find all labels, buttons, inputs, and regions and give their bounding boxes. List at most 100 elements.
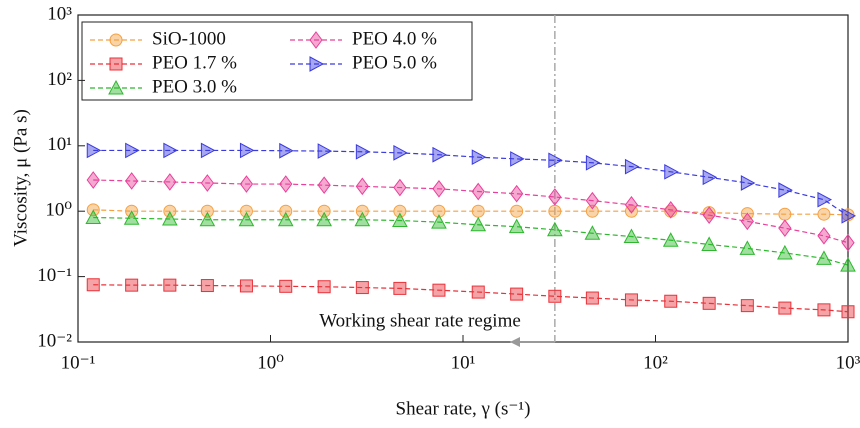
series-line [93,179,849,244]
marker [584,225,601,240]
marker [199,211,216,227]
marker [239,142,255,159]
marker [701,236,717,251]
legend-marker [309,31,323,49]
marker [548,152,563,169]
marker [740,175,756,191]
x-tick-label: 10⁻¹ [61,352,96,373]
annotation: Working shear rate regime [319,310,521,331]
marker [200,174,215,192]
marker [623,228,640,244]
marker [585,204,599,218]
legend-label: PEO 1.7 % [152,52,237,73]
marker [86,171,100,189]
marker [585,291,599,305]
y-tick-label: 10¹ [47,134,72,155]
marker [702,206,716,224]
marker [624,196,639,214]
marker [392,212,408,228]
marker [739,240,756,255]
marker [510,204,524,218]
marker [817,191,833,208]
x-tick-label: 10¹ [451,352,476,373]
marker [841,305,855,319]
marker [200,279,214,293]
legend-box [81,21,473,101]
marker [123,210,140,225]
marker [510,287,524,301]
marker [585,154,601,171]
marker [239,175,254,193]
marker [664,200,678,219]
y-tick-label: 10³ [47,3,72,24]
marker [432,283,446,297]
marker [393,145,408,161]
marker [279,175,293,193]
legend-marker [109,57,123,71]
marker [393,204,407,218]
marker [279,279,293,293]
marker [200,142,216,159]
marker [200,204,214,218]
marker [162,210,178,226]
marker [510,184,524,203]
marker [163,278,177,292]
marker [432,204,446,218]
y-tick-label: 10⁻¹ [37,265,72,286]
marker [548,204,562,218]
marker [664,163,679,180]
marker [317,143,333,159]
marker [317,280,331,294]
marker [431,214,447,229]
series-line [93,284,849,313]
marker [702,296,716,310]
legend-marker [109,33,123,47]
marker [702,169,718,186]
marker [277,211,294,227]
marker [510,151,525,167]
marker [778,207,792,221]
legend-label: SiO-1000 [152,28,226,49]
x-tick-label: 10⁰ [257,352,284,373]
marker [664,294,678,308]
marker [816,250,832,265]
marker [238,211,255,227]
marker [740,299,754,313]
marker [85,209,102,225]
y-tick-label: 10⁻² [37,330,72,351]
marker [778,301,792,315]
marker [817,303,831,317]
marker [393,281,407,295]
marker [548,289,562,303]
marker [279,204,293,218]
annotation-arrowhead [510,337,520,347]
marker [354,211,371,227]
legend-label: PEO 3.0 % [152,76,237,97]
marker [548,188,562,206]
marker [432,146,448,163]
marker [355,143,371,160]
marker [125,172,139,190]
marker [316,211,332,227]
marker [624,293,638,307]
marker [777,244,793,260]
marker [817,207,831,221]
marker [624,158,640,175]
y-tick-label: 10² [47,69,72,90]
marker [547,221,563,237]
marker [355,281,369,295]
marker [163,142,178,159]
marker [239,204,253,218]
series-line [93,149,849,217]
marker [840,257,856,272]
marker [585,191,600,210]
marker [470,216,487,232]
marker [841,207,857,224]
marker [778,182,793,198]
legend-label: PEO 5.0 % [352,52,437,73]
marker [471,182,485,201]
marker [817,227,831,245]
legend-marker [309,56,325,72]
marker [86,142,102,159]
marker [841,233,855,252]
